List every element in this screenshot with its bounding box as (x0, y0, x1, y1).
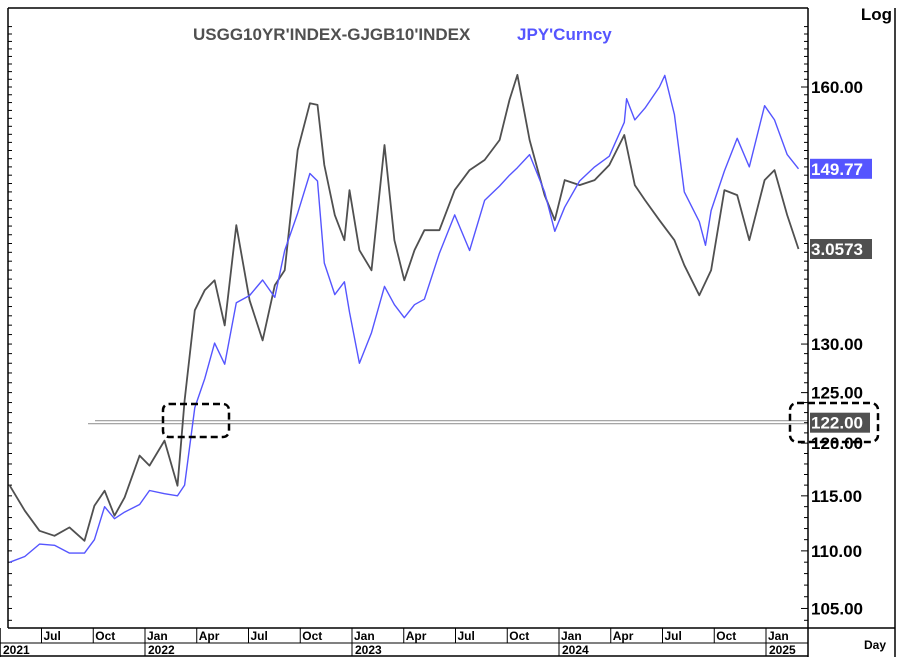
y-tick-label: 105.00 (811, 599, 863, 618)
x-month-label: Oct (716, 629, 736, 643)
y-scale-label: Log (861, 5, 892, 24)
x-month-label: Oct (95, 629, 115, 643)
x-month-label: Jul (44, 629, 61, 643)
crossing-highlight-box (161, 402, 231, 439)
value-label-background (810, 412, 870, 433)
x-month-label: Jul (665, 629, 682, 643)
x-year-label: 2021 (3, 643, 30, 657)
x-month-label: Jan (561, 629, 582, 643)
x-month-label: Jan (147, 629, 168, 643)
x-year-label: 2024 (562, 643, 589, 657)
x-month-label: Jan (768, 629, 789, 643)
series-line-usdjpy (9, 74, 800, 563)
y-tick-label: 115.00 (811, 487, 862, 506)
x-month-label: Oct (302, 629, 322, 643)
value-label-background (810, 158, 872, 179)
last-value-labels: 149.77 3.0573 122.00 (810, 158, 872, 433)
y-tick-label: 160.00 (811, 78, 863, 97)
x-month-label: Oct (509, 629, 529, 643)
y-tick-label: 120.00 (811, 434, 863, 453)
x-month-label: Jan (354, 629, 375, 643)
x-year-label: 2025 (769, 643, 796, 657)
x-month-label: Apr (406, 629, 427, 643)
x-tick-labels: Jul Oct Jan Apr Jul Oct Jan Apr Jul Oct Jan Apr Jul O… (0, 628, 796, 657)
value-label: 149.77 (811, 160, 863, 179)
legend-spread: USGG10YR'INDEX-GJGB10'INDEX (193, 25, 471, 44)
label-highlight-box (788, 401, 880, 444)
series-line-yield-spread (9, 74, 800, 542)
value-label-background (810, 239, 872, 259)
value-label: 3.0573 (811, 240, 863, 259)
x-month-label: Jul (251, 629, 268, 643)
x-month-label: Apr (199, 629, 220, 643)
y-tick-label: 130.00 (811, 335, 863, 354)
legend-jpy: JPY'Curncy (517, 25, 612, 44)
y-tick-label: 110.00 (811, 542, 862, 561)
x-year-label: 2023 (355, 643, 382, 657)
x-month-label: Jul (458, 629, 475, 643)
y-tick-labels: 160.00 130.00 125.00 120.00 115.00 110.00 105.… (811, 78, 863, 618)
x-scale-label: Day (864, 638, 886, 652)
y-tick-label: 125.00 (811, 384, 863, 403)
x-month-label: Apr (613, 629, 634, 643)
series-lines (9, 74, 800, 563)
x-year-label: 2022 (148, 643, 175, 657)
reference-line-122 (88, 420, 808, 425)
value-label: 122.00 (811, 414, 863, 433)
